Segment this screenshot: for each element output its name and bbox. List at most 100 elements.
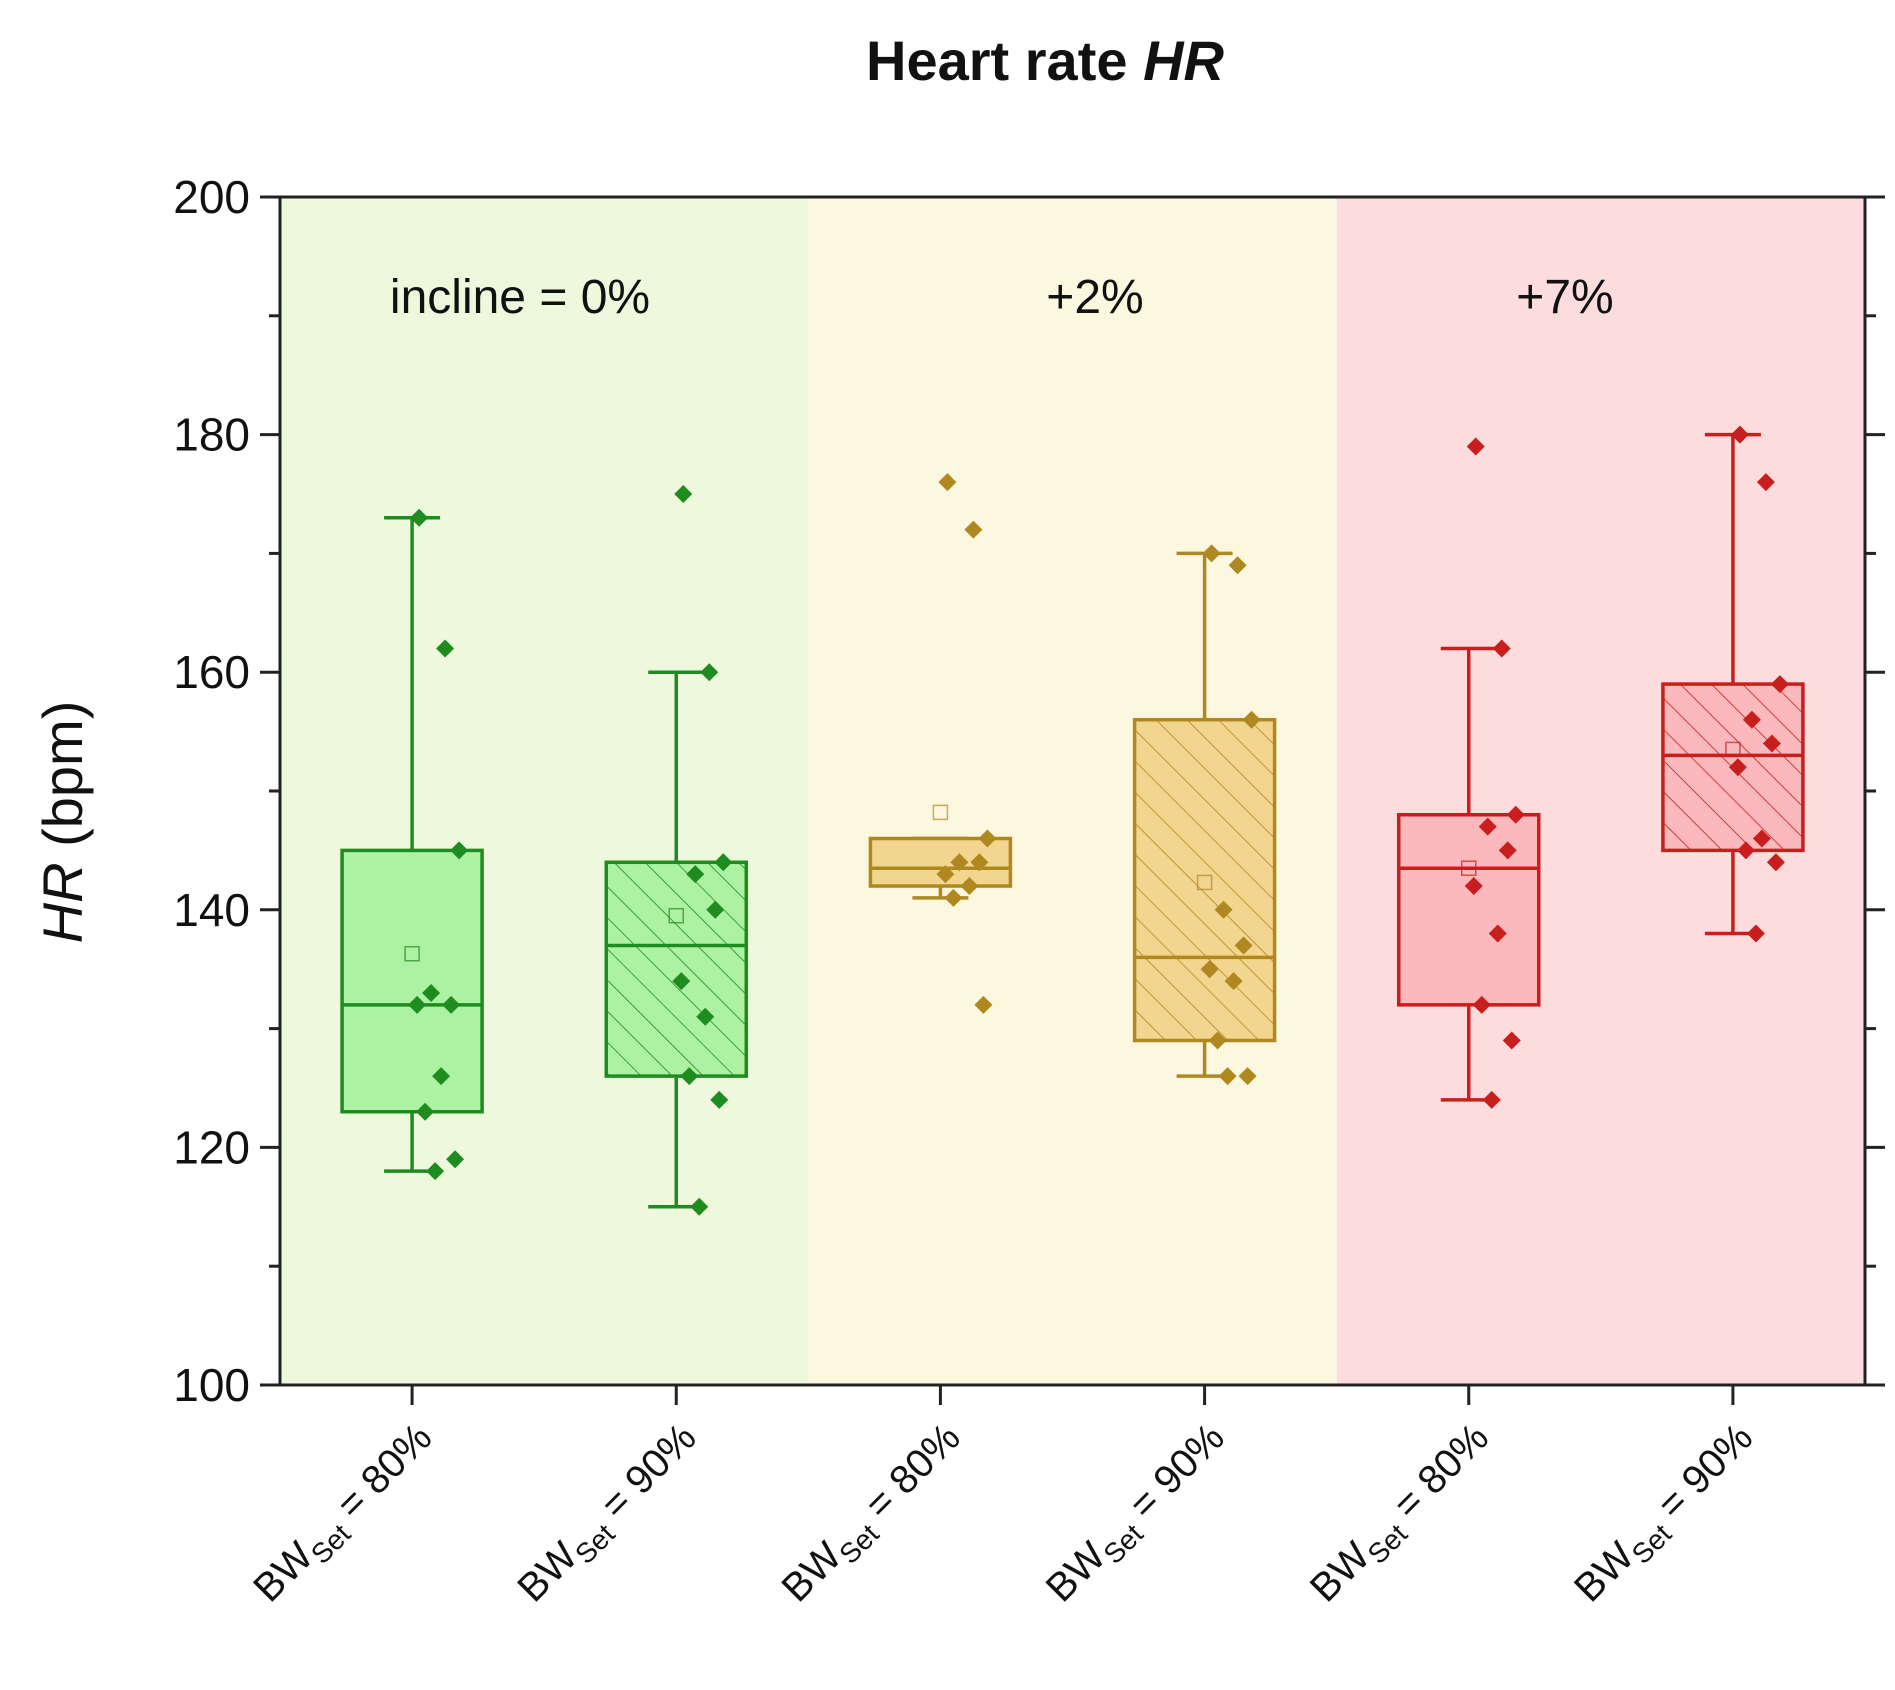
data-point xyxy=(672,972,691,991)
data-point xyxy=(422,983,441,1002)
data-point xyxy=(696,1007,715,1026)
data-point xyxy=(1238,1067,1257,1086)
y-tick-label: 200 xyxy=(173,171,250,223)
data-point xyxy=(1466,437,1485,456)
data-point xyxy=(970,853,989,872)
box-outline xyxy=(604,860,748,1078)
category-label: BWSet = 80% xyxy=(1302,1415,1502,1615)
category-label: BWSet = 80% xyxy=(245,1415,445,1615)
mean-marker xyxy=(1196,874,1213,891)
mean-marker xyxy=(404,946,420,962)
chart-title: Heart rate HR xyxy=(866,29,1224,92)
data-point xyxy=(714,853,733,872)
background-bands xyxy=(280,197,1865,1385)
box-hatch xyxy=(1134,719,1275,1041)
box-plot-0pct-80 xyxy=(340,508,484,1181)
data-point xyxy=(442,995,461,1014)
mean-marker xyxy=(668,907,684,924)
data-point xyxy=(1478,817,1497,836)
y-tick-label: 120 xyxy=(173,1121,250,1173)
data-point xyxy=(936,865,955,884)
data-point xyxy=(686,865,705,884)
plot-frame xyxy=(278,195,1867,1387)
data-point xyxy=(938,473,957,492)
box-plot-plus2pct-90 xyxy=(1132,544,1277,1086)
data-point xyxy=(1752,829,1771,848)
category-label-suffix: = 80% xyxy=(320,1415,440,1535)
box-plot-plus7pct-90 xyxy=(1661,425,1805,943)
data-point xyxy=(1756,473,1775,492)
data-point xyxy=(964,520,983,539)
box-plot-plus2pct-80 xyxy=(868,473,1013,1014)
y-tick-label: 160 xyxy=(173,646,250,698)
data-point xyxy=(1208,1031,1227,1050)
data-point xyxy=(416,1102,435,1121)
y-axis-label-italic: HR xyxy=(31,862,94,943)
mean-marker xyxy=(932,804,949,821)
data-point xyxy=(1200,960,1219,979)
band-labels: incline = 0% +2% +7% xyxy=(390,271,1614,324)
category-labels: BWSet = 80% BWSet = 90% BWSet = 80% BWSet =… xyxy=(245,1415,1766,1615)
box-outline xyxy=(868,836,1013,888)
data-point xyxy=(1482,1090,1501,1109)
box-outline xyxy=(1661,682,1805,853)
data-point xyxy=(410,508,429,527)
data-point xyxy=(1742,710,1761,729)
category-label-suffix: = 80% xyxy=(849,1415,969,1535)
data-point xyxy=(446,1150,465,1169)
data-point xyxy=(960,877,979,896)
y-tick-label: 180 xyxy=(173,409,250,461)
data-point xyxy=(436,639,455,658)
data-point xyxy=(426,1162,445,1181)
data-point xyxy=(1228,556,1247,575)
axis-ticks: 100 120 140 160 180 200 xyxy=(173,171,1885,1411)
band-label-2: +7% xyxy=(1516,271,1613,324)
data-point xyxy=(674,485,693,503)
data-point xyxy=(1242,710,1261,729)
y-tick-label: 140 xyxy=(173,884,250,936)
data-point xyxy=(1218,1067,1237,1086)
box-outline xyxy=(340,848,484,1114)
data-point xyxy=(710,1090,729,1109)
category-label-suffix: = 90% xyxy=(1641,1415,1761,1535)
box-outline xyxy=(1397,813,1541,1007)
data-point xyxy=(1488,924,1507,943)
box-plot-0pct-90 xyxy=(604,485,748,1216)
box-fill xyxy=(342,850,483,1112)
data-point xyxy=(408,995,427,1014)
band-label-0: incline = 0% xyxy=(390,271,650,324)
category-label-suffix: = 80% xyxy=(1377,1415,1497,1535)
data-point xyxy=(974,995,993,1014)
data-point xyxy=(1766,853,1785,872)
data-point xyxy=(978,829,997,848)
data-point xyxy=(1202,544,1221,563)
data-point xyxy=(1728,758,1747,777)
data-point xyxy=(1214,900,1233,919)
mean-marker xyxy=(1461,860,1477,876)
chart-title-text: Heart rate xyxy=(866,29,1127,92)
data-point xyxy=(706,900,725,919)
data-point xyxy=(950,853,969,872)
category-label: BWSet = 80% xyxy=(774,1415,974,1615)
box-fill xyxy=(1398,814,1539,1005)
data-point xyxy=(680,1067,699,1086)
data-point xyxy=(1730,425,1749,444)
category-label: BWSet = 90% xyxy=(1566,1415,1766,1615)
data-point xyxy=(432,1067,451,1086)
y-axis-label-unit: (bpm) xyxy=(31,701,94,847)
box-outline xyxy=(1132,717,1277,1043)
box-plots xyxy=(340,425,1805,1216)
data-point xyxy=(1502,1031,1521,1050)
category-label: BWSet = 90% xyxy=(509,1415,709,1615)
data-point xyxy=(1506,805,1525,824)
category-label-suffix: = 90% xyxy=(585,1415,705,1535)
data-point xyxy=(1746,924,1765,943)
data-point xyxy=(944,888,963,907)
data-point xyxy=(1736,841,1755,860)
data-point xyxy=(1224,972,1243,991)
band-label-1: +2% xyxy=(1046,271,1143,324)
y-tick-label: 100 xyxy=(173,1359,250,1411)
data-point xyxy=(1770,675,1789,694)
background-band-0 xyxy=(280,197,809,1385)
